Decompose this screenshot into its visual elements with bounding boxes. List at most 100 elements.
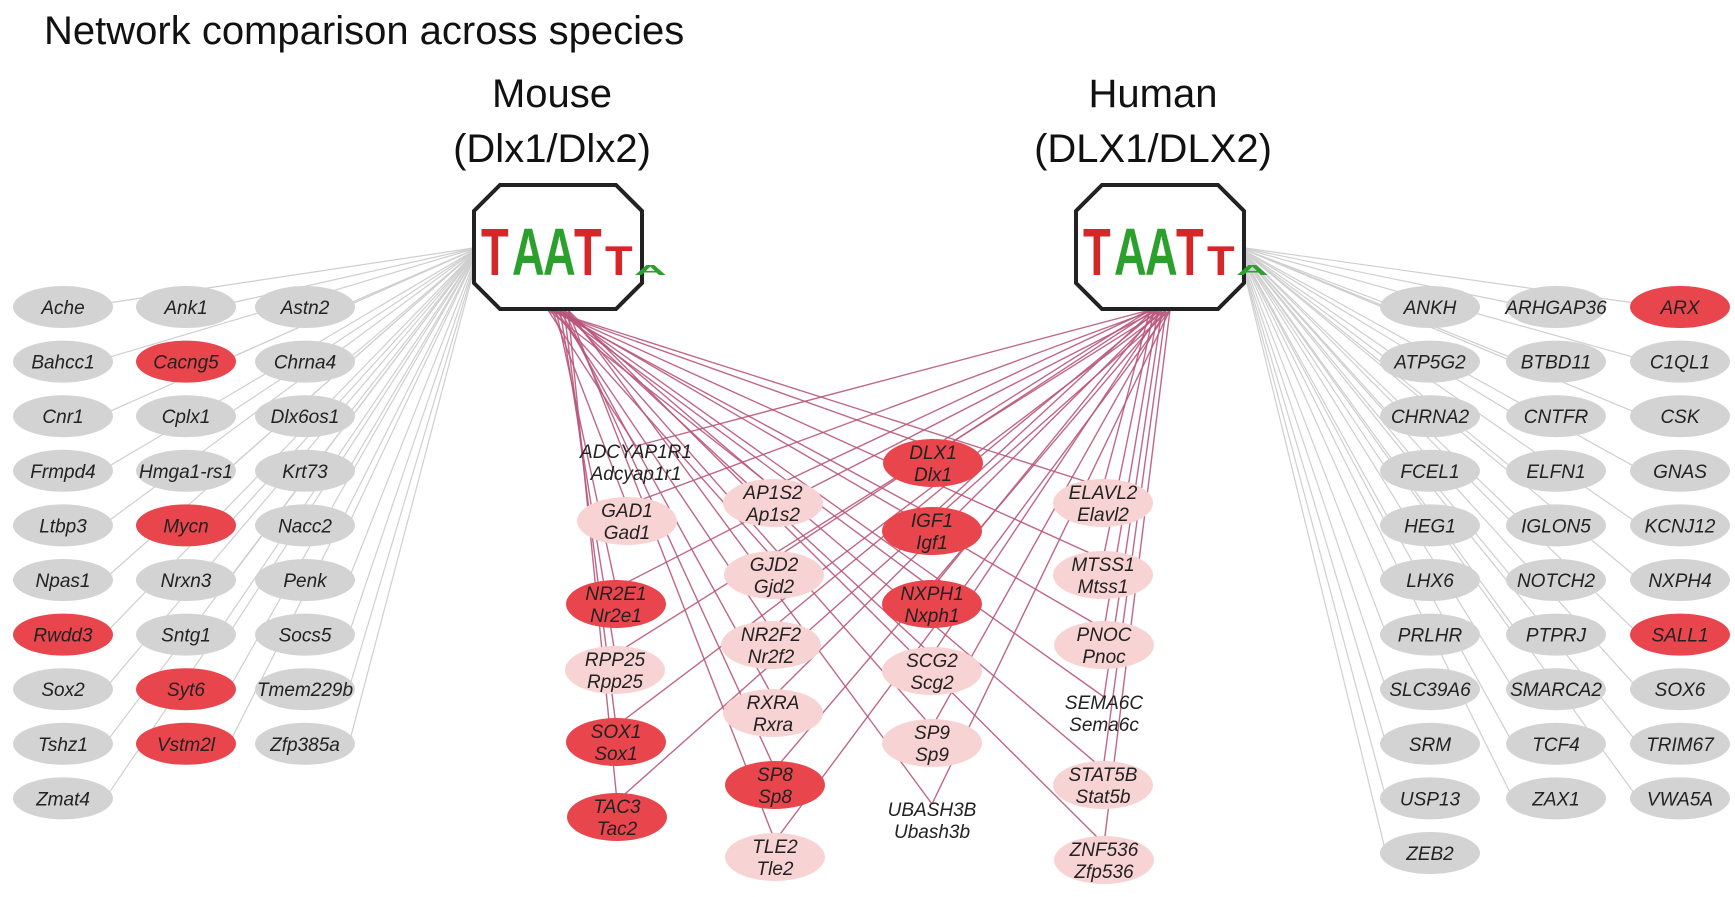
human-gene-node[interactable]: CHRNA2 bbox=[1380, 395, 1480, 438]
page-title: Network comparison across species bbox=[44, 9, 684, 53]
human-gene-node[interactable]: PTPRJ bbox=[1506, 613, 1606, 656]
mouse-gene-node[interactable]: Sox2 bbox=[13, 668, 113, 711]
gene-label: Penk bbox=[283, 571, 328, 592]
mouse-gene-node[interactable]: Ltbp3 bbox=[13, 504, 113, 547]
human-gene-node[interactable]: ARHGAP36 bbox=[1504, 286, 1607, 328]
human-gene-node[interactable]: NOTCH2 bbox=[1506, 559, 1606, 601]
mouse-gene-node[interactable]: Dlx6os1 bbox=[255, 395, 355, 438]
human-gene-node[interactable]: VWA5A bbox=[1630, 777, 1730, 820]
human-gene-node[interactable]: HEG1 bbox=[1380, 504, 1480, 547]
mouse-gene-node[interactable]: Astn2 bbox=[255, 286, 355, 328]
mouse-gene-node[interactable]: Ank1 bbox=[136, 286, 236, 328]
gene-label: SALL1 bbox=[1651, 626, 1708, 647]
human-hub[interactable]: T AAT T A bbox=[1074, 183, 1269, 311]
mouse-gene-node[interactable]: Vstm2l bbox=[136, 722, 236, 765]
human-gene-node[interactable]: CSK bbox=[1630, 395, 1730, 438]
motif-letter: T bbox=[1207, 239, 1235, 285]
mouse-gene-label: Zfp536 bbox=[1073, 862, 1134, 883]
human-gene-node[interactable]: FCEL1 bbox=[1380, 449, 1480, 492]
human-gene-node[interactable]: CNTFR bbox=[1506, 395, 1606, 438]
human-gene-node[interactable]: KCNJ12 bbox=[1630, 504, 1730, 547]
human-gene-node[interactable]: ANKH bbox=[1380, 286, 1480, 328]
human-gene-node[interactable]: TRIM67 bbox=[1630, 722, 1730, 765]
human-gene-node[interactable]: ARX bbox=[1630, 286, 1730, 328]
mouse-gene-node[interactable]: Sntg1 bbox=[136, 613, 236, 656]
mouse-hub[interactable]: T AAT T A bbox=[472, 183, 667, 311]
gene-label: Syt6 bbox=[167, 680, 205, 701]
human-gene-node[interactable]: GNAS bbox=[1630, 449, 1730, 492]
human-gene-node[interactable]: ELFN1 bbox=[1506, 449, 1606, 492]
mouse-gene-node[interactable]: Cnr1 bbox=[13, 395, 113, 438]
gene-ellipse bbox=[255, 504, 355, 547]
mouse-gene-node[interactable]: Penk bbox=[255, 559, 355, 601]
mouse-gene-node[interactable]: Nacc2 bbox=[255, 504, 355, 547]
mouse-gene-node[interactable]: Mycn bbox=[136, 504, 236, 547]
mouse-gene-node[interactable]: Chrna4 bbox=[255, 340, 355, 383]
human-gene-node[interactable]: IGLON5 bbox=[1506, 504, 1606, 547]
mouse-gene-label: Rpp25 bbox=[587, 672, 643, 693]
mouse-gene-node[interactable]: Cplx1 bbox=[136, 395, 236, 438]
human-gene-node[interactable]: BTBD11 bbox=[1506, 340, 1606, 383]
gene-ellipse bbox=[1630, 559, 1730, 601]
mouse-gene-node[interactable]: Tshz1 bbox=[13, 722, 113, 765]
human-gene-node[interactable]: PRLHR bbox=[1380, 613, 1480, 656]
human-gene-node[interactable]: TCF4 bbox=[1506, 722, 1606, 765]
human-gene-node[interactable]: SALL1 bbox=[1630, 613, 1730, 656]
human-gene-node[interactable]: ZAX1 bbox=[1506, 777, 1606, 820]
human-gene-node[interactable]: SRM bbox=[1380, 722, 1480, 765]
human-gene-node[interactable]: SOX6 bbox=[1630, 668, 1730, 711]
mouse-gene-node[interactable]: Krt73 bbox=[255, 449, 355, 492]
mouse-gene-node[interactable]: Hmga1-rs1 bbox=[136, 449, 236, 492]
human-gene-node[interactable]: USP13 bbox=[1380, 777, 1480, 820]
human-gene-node[interactable]: ZEB2 bbox=[1380, 832, 1480, 874]
shared-edge-human bbox=[615, 309, 1159, 589]
mouse-gene-node[interactable]: Frmpd4 bbox=[13, 449, 113, 492]
gene-label: GNAS bbox=[1653, 462, 1707, 483]
mouse-gene-node[interactable]: Npas1 bbox=[13, 559, 113, 601]
human-gene-node[interactable]: ATP5G2 bbox=[1380, 340, 1480, 383]
human-gene-node[interactable]: SLC39A6 bbox=[1380, 668, 1480, 711]
mouse-gene-node[interactable]: Zfp385a bbox=[255, 722, 355, 765]
mouse-gene-node[interactable]: Tmem229b bbox=[255, 668, 355, 711]
human-gene-node[interactable]: C1QL1 bbox=[1630, 340, 1730, 383]
human-gene-node[interactable]: SMARCA2 bbox=[1506, 668, 1606, 711]
mouse-gene-node[interactable]: Rwdd3 bbox=[13, 613, 113, 656]
human-edge bbox=[1237, 246, 1386, 468]
mouse-gene-node[interactable]: Socs5 bbox=[255, 613, 355, 656]
gene-label: VWA5A bbox=[1647, 789, 1713, 810]
mouse-gene-node[interactable]: Bahcc1 bbox=[13, 340, 113, 383]
mouse-gene-node[interactable]: Cacng5 bbox=[136, 340, 236, 383]
gene-label: Dlx6os1 bbox=[271, 407, 340, 428]
mouse-gene-node[interactable]: Zmat4 bbox=[13, 777, 113, 820]
human-gene-label: NXPH1 bbox=[900, 584, 963, 605]
human-gene-node[interactable]: LHX6 bbox=[1380, 559, 1480, 601]
human-gene-node[interactable]: NXPH4 bbox=[1630, 559, 1730, 601]
mouse-gene-node[interactable]: Nrxn3 bbox=[136, 559, 236, 601]
mouse-gene-node[interactable]: Syt6 bbox=[136, 668, 236, 711]
mouse-gene-node[interactable]: Ache bbox=[13, 286, 113, 328]
